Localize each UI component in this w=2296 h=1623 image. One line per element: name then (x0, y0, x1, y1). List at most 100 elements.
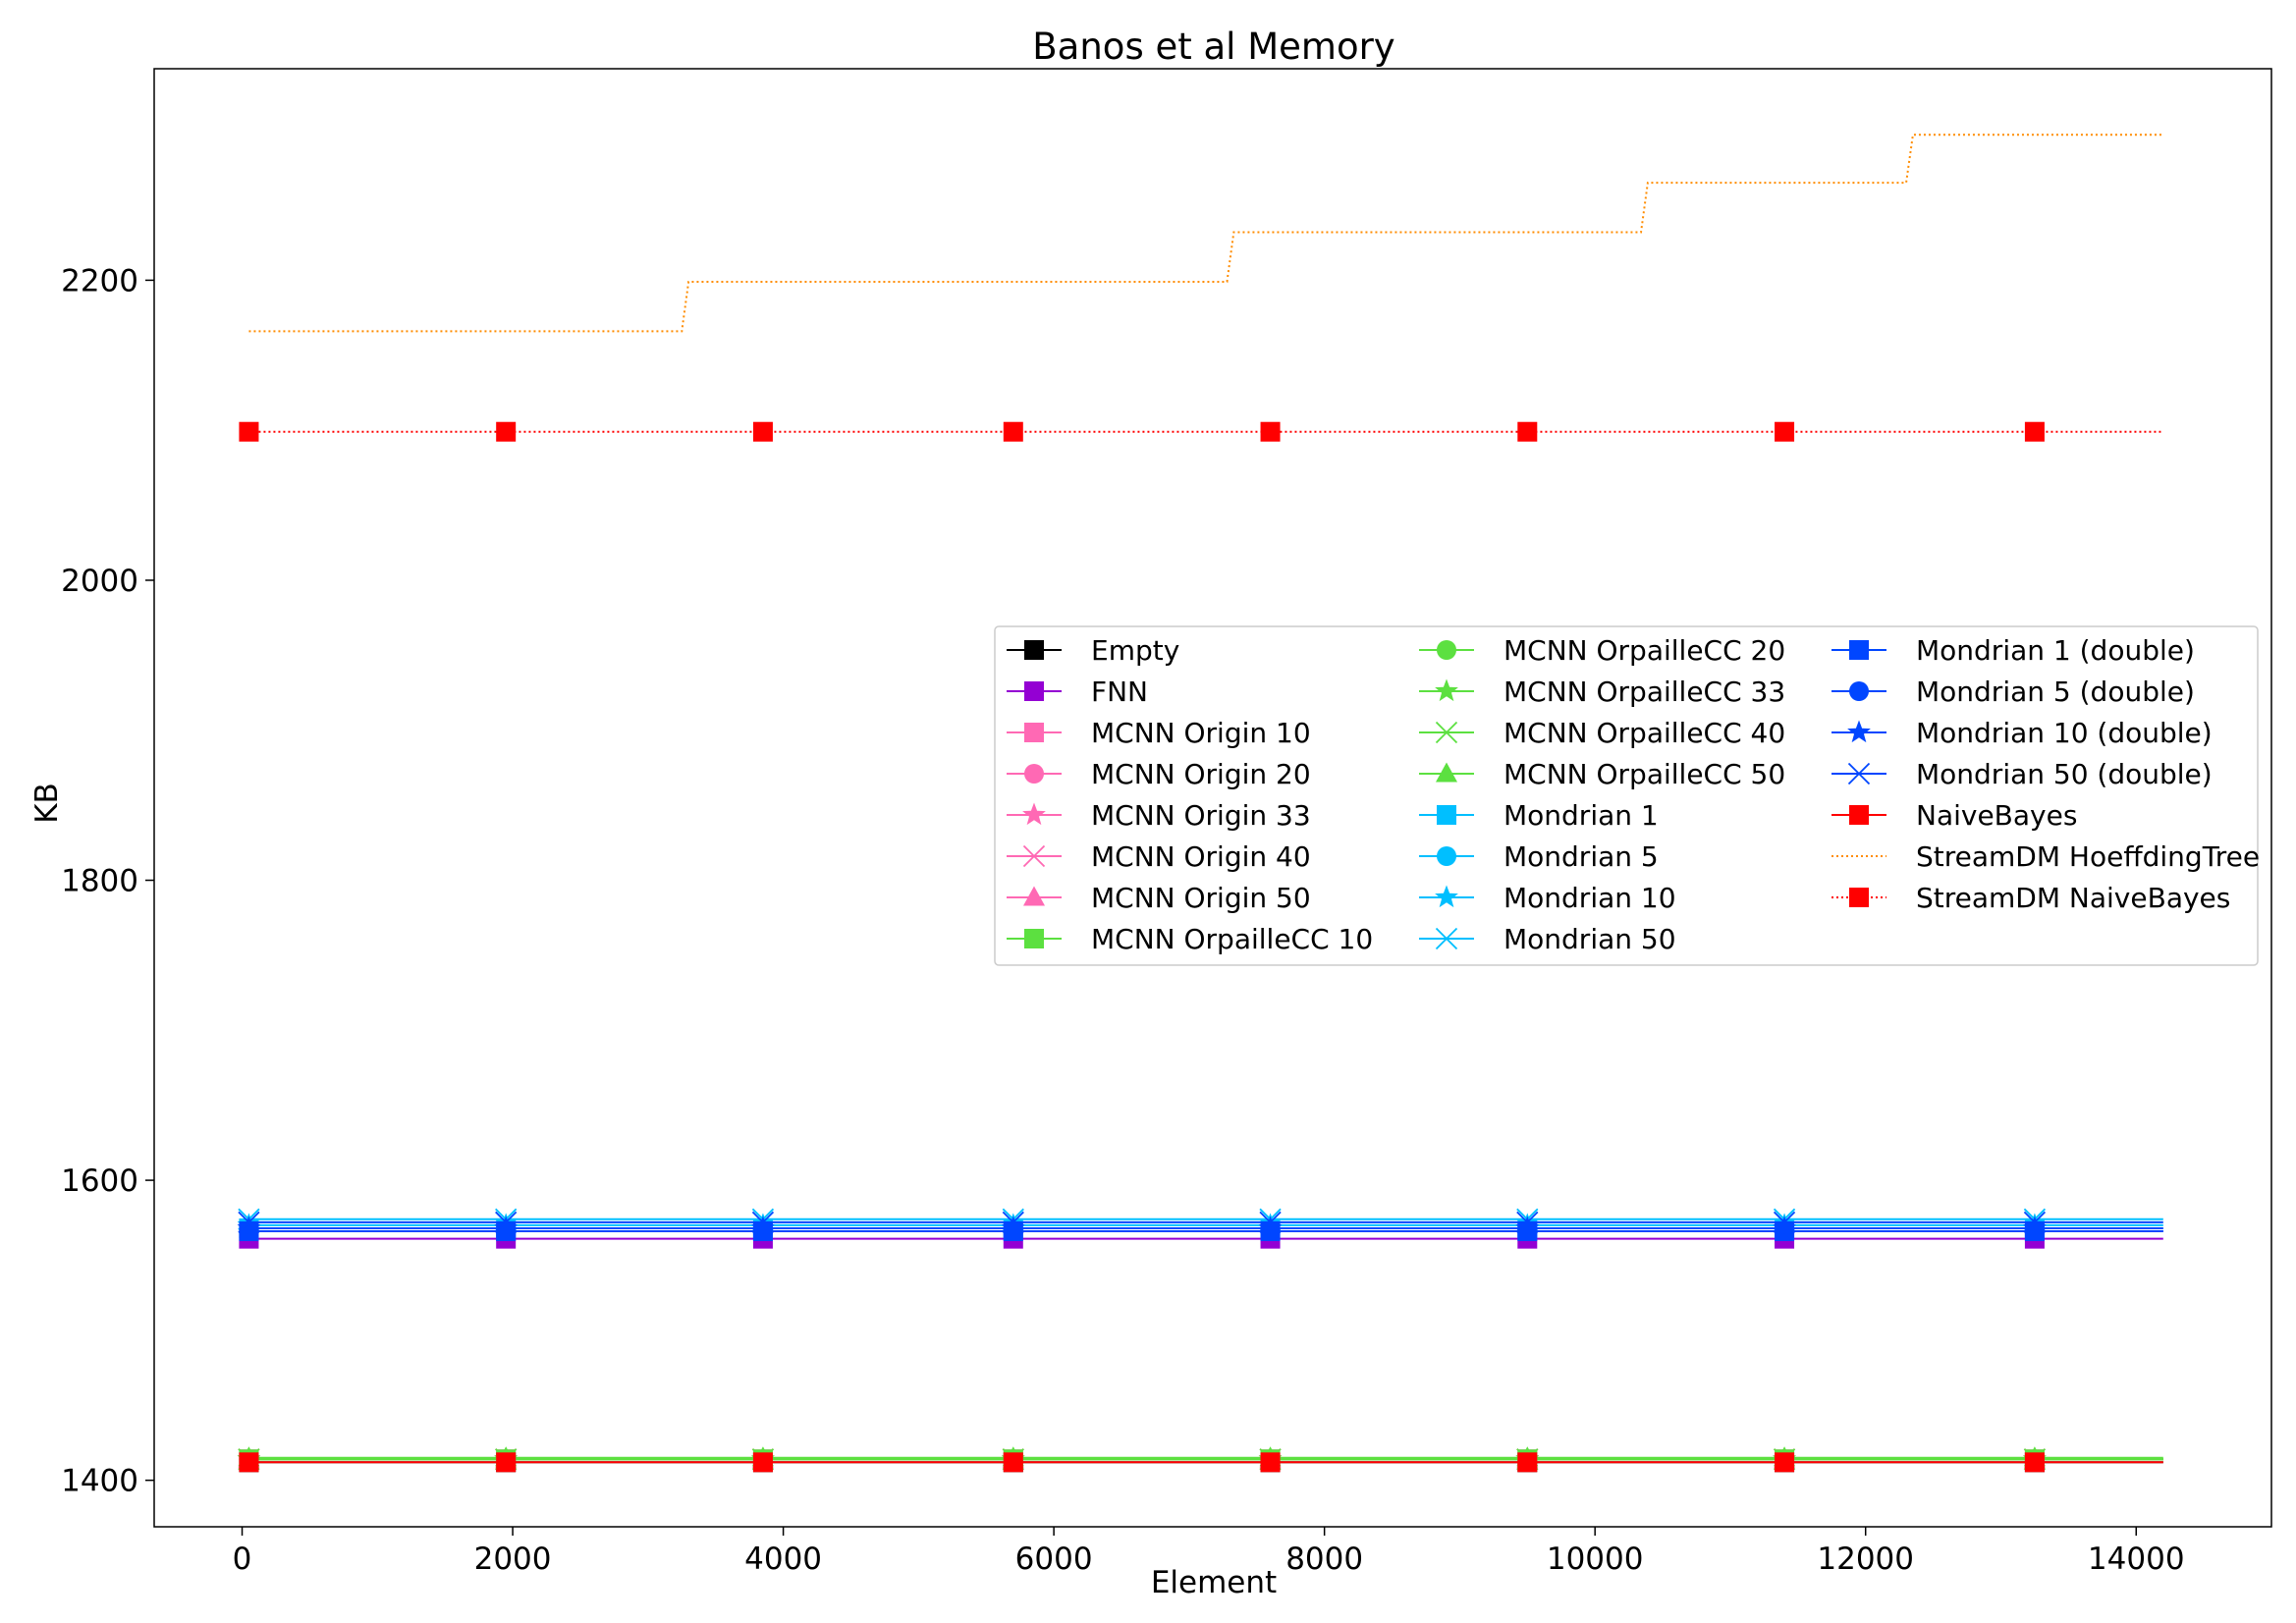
legend-label: Mondrian 1 (double) (1916, 634, 2195, 667)
legend-label: MCNN OrpailleCC 50 (1503, 758, 1785, 790)
legend-item: MCNN OrpailleCC 10 (1007, 923, 1373, 955)
series-21 (239, 1452, 2163, 1473)
legend-marker (1437, 846, 1456, 866)
x-axis-label: Element (1151, 1565, 1277, 1600)
series-23 (239, 421, 2163, 442)
series-marker (495, 1211, 518, 1233)
x-tick-label: 10000 (1547, 1542, 1644, 1577)
legend-label: MCNN Origin 10 (1091, 717, 1311, 749)
legend-label: StreamDM HoeffdingTree (1916, 840, 2260, 873)
series-marker (1773, 1216, 1796, 1239)
legend-marker (1024, 681, 1044, 701)
legend-item: MCNN Origin 20 (1007, 758, 1311, 790)
legend-label: Mondrian 1 (1503, 799, 1659, 832)
legend-marker (1849, 805, 1869, 825)
x-tick-label: 12000 (1817, 1542, 1914, 1577)
series-line (248, 134, 2163, 333)
legend-marker (1849, 681, 1869, 701)
legend-marker (1437, 805, 1456, 825)
series-20 (238, 1211, 2163, 1233)
legend-label: Mondrian 5 (double) (1916, 676, 2195, 708)
plot-area (153, 68, 2272, 1528)
legend-item: Mondrian 5 (double) (1831, 676, 2195, 708)
legend-item: StreamDM HoeffdingTree (1831, 840, 2260, 873)
x-tick-label: 4000 (744, 1542, 822, 1577)
legend-label: Mondrian 50 (1503, 923, 1676, 955)
y-tick-label: 1800 (61, 864, 138, 899)
legend-marker (1437, 640, 1456, 660)
series-marker (496, 421, 517, 442)
legend-item: StreamDM NaiveBayes (1831, 882, 2230, 914)
legend-item: Mondrian 1 (1419, 799, 1659, 832)
series-marker (1260, 421, 1281, 442)
series-19 (237, 1216, 2163, 1239)
series-marker (2023, 1216, 2047, 1239)
y-axis: 1400 1600 1800 2000 2200 (61, 263, 154, 1499)
y-tick-label: 1400 (61, 1464, 138, 1499)
legend-item: Mondrian 10 (1419, 882, 1676, 914)
chart-title: Banos et al Memory (1032, 26, 1394, 68)
x-tick-label: 14000 (2088, 1542, 2185, 1577)
legend-item: Mondrian 1 (double) (1831, 634, 2195, 667)
legend-item: MCNN Origin 10 (1007, 717, 1311, 749)
series-marker (1773, 1211, 1796, 1233)
series-marker (494, 1216, 519, 1239)
x-axis: 0 2000 4000 6000 8000 10000 12000 14000 (233, 1527, 2185, 1577)
series-marker (238, 1211, 260, 1233)
legend-label: MCNN Origin 40 (1091, 840, 1311, 873)
series-marker (239, 421, 259, 442)
legend-label: MCNN Origin 33 (1091, 799, 1311, 832)
legend-label: MCNN OrpailleCC 33 (1503, 676, 1785, 708)
series-marker (1260, 1452, 1281, 1473)
series-marker (2023, 1211, 2047, 1233)
series-marker (1517, 1452, 1538, 1473)
legend-marker (1435, 678, 1458, 702)
series-marker (1002, 1211, 1024, 1233)
legend-label: Empty (1091, 634, 1179, 667)
series-marker (1003, 421, 1023, 442)
legend-item: Mondrian 50 (1419, 923, 1676, 955)
legend-marker (1024, 723, 1044, 742)
series-marker (752, 1452, 773, 1473)
legend-marker (1024, 929, 1044, 948)
series-marker (1515, 1216, 1540, 1239)
legend-label: MCNN OrpailleCC 40 (1503, 717, 1785, 749)
legend: Empty FNN MCNN Origin 10 MCNN Origin 20 MCNN… (994, 625, 2260, 966)
y-tick-label: 2200 (61, 263, 138, 298)
y-tick-label: 1600 (61, 1163, 138, 1199)
series-marker (1775, 1452, 1795, 1473)
series-marker (752, 421, 773, 442)
legend-label: MCNN OrpailleCC 10 (1091, 923, 1373, 955)
legend-label: StreamDM NaiveBayes (1916, 882, 2230, 914)
legend-item: NaiveBayes (1831, 799, 2077, 832)
x-tick-label: 8000 (1285, 1542, 1363, 1577)
x-tick-label: 2000 (474, 1542, 552, 1577)
legend-label: FNN (1091, 676, 1148, 708)
legend-marker (1024, 640, 1044, 660)
series-marker (1258, 1216, 1283, 1239)
legend-label: Mondrian 10 (double) (1916, 717, 2213, 749)
series-marker (496, 1452, 517, 1473)
legend-label: MCNN Origin 20 (1091, 758, 1311, 790)
legend-item: MCNN OrpailleCC 50 (1419, 758, 1785, 790)
series-marker (1516, 1211, 1539, 1233)
legend-item: Empty (1007, 634, 1179, 667)
y-tick-label: 2000 (61, 564, 138, 599)
series-marker (1259, 1211, 1282, 1233)
legend-marker (1849, 640, 1869, 660)
legend-marker (1847, 762, 1871, 785)
series-marker (239, 1452, 259, 1473)
series-marker (751, 1211, 775, 1233)
legend-marker (1024, 764, 1044, 784)
legend-item: Mondrian 50 (double) (1831, 758, 2213, 790)
legend-item: MCNN Origin 40 (1007, 840, 1311, 873)
legend-marker (1847, 720, 1871, 743)
y-axis-label: KB (29, 783, 65, 824)
legend-label: Mondrian 50 (double) (1916, 758, 2213, 790)
series-marker (1517, 421, 1538, 442)
legend-item: Mondrian 5 (1419, 840, 1659, 873)
legend-box (994, 625, 2259, 966)
series-marker (1775, 421, 1795, 442)
series-marker (2024, 421, 2045, 442)
